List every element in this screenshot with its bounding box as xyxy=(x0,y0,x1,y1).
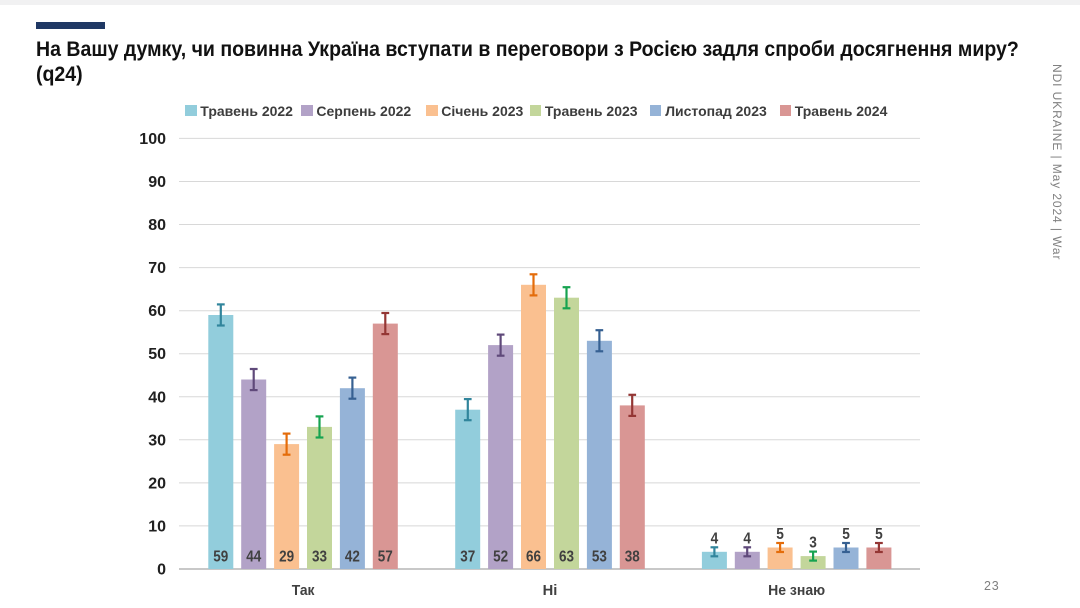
svg-text:59: 59 xyxy=(213,549,228,566)
svg-text:52: 52 xyxy=(493,549,508,566)
svg-text:80: 80 xyxy=(148,217,166,234)
svg-text:4: 4 xyxy=(743,530,751,547)
svg-text:33: 33 xyxy=(312,549,327,566)
svg-text:3: 3 xyxy=(809,535,817,552)
svg-text:44: 44 xyxy=(246,549,261,566)
svg-text:4: 4 xyxy=(711,530,719,547)
svg-text:100: 100 xyxy=(139,131,166,148)
svg-text:37: 37 xyxy=(460,549,475,566)
svg-text:20: 20 xyxy=(148,475,166,492)
svg-text:57: 57 xyxy=(378,549,393,566)
svg-text:60: 60 xyxy=(148,303,166,320)
svg-text:53: 53 xyxy=(592,549,607,566)
svg-text:30: 30 xyxy=(148,432,166,449)
svg-text:10: 10 xyxy=(148,518,166,535)
svg-text:50: 50 xyxy=(148,346,166,363)
svg-text:Так: Так xyxy=(292,583,316,599)
svg-text:90: 90 xyxy=(148,174,166,191)
svg-text:42: 42 xyxy=(345,549,360,566)
svg-text:38: 38 xyxy=(625,549,640,566)
svg-text:40: 40 xyxy=(148,389,166,406)
svg-text:29: 29 xyxy=(279,549,294,566)
svg-text:66: 66 xyxy=(526,549,541,566)
svg-text:5: 5 xyxy=(875,526,883,543)
svg-text:Ні: Ні xyxy=(543,583,558,599)
svg-text:5: 5 xyxy=(776,526,784,543)
svg-text:0: 0 xyxy=(157,562,166,579)
svg-text:70: 70 xyxy=(148,260,166,277)
svg-text:Не знаю: Не знаю xyxy=(768,583,825,599)
svg-text:63: 63 xyxy=(559,549,574,566)
svg-text:5: 5 xyxy=(842,526,850,543)
